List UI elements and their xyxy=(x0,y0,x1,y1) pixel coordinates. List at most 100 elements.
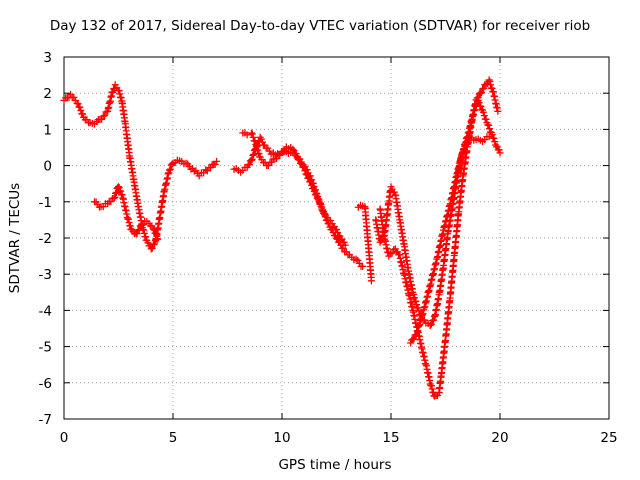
series-trace-f xyxy=(354,201,375,285)
data-point xyxy=(150,240,158,248)
y-tick-label: -6 xyxy=(39,376,52,392)
data-point xyxy=(168,160,176,168)
data-point xyxy=(166,165,174,173)
data-point xyxy=(307,178,315,186)
x-axis-label: GPS time / hours xyxy=(278,457,392,473)
data-point xyxy=(292,150,300,158)
y-tick-label: -2 xyxy=(39,231,52,247)
data-point xyxy=(281,147,289,155)
y-tick-label: -5 xyxy=(39,340,52,356)
data-point xyxy=(490,134,498,142)
data-point xyxy=(333,226,340,234)
data-point xyxy=(412,331,420,339)
data-point xyxy=(427,320,435,328)
data-point xyxy=(77,107,85,115)
data-point xyxy=(148,222,156,230)
y-tick-label: 1 xyxy=(43,122,52,138)
data-point xyxy=(480,84,488,92)
data-point xyxy=(268,158,276,166)
data-point xyxy=(117,187,125,195)
data-point xyxy=(485,133,493,141)
data-point xyxy=(115,183,122,191)
y-axis-label: SDTVAR / TECUs xyxy=(7,182,23,294)
data-point xyxy=(359,262,367,270)
data-point xyxy=(154,235,162,243)
data-point xyxy=(273,155,281,163)
data-point xyxy=(407,339,415,347)
data-point xyxy=(302,170,310,178)
x-tick-label: 20 xyxy=(491,430,508,446)
data-point xyxy=(76,103,84,111)
data-point xyxy=(251,137,259,145)
data-point xyxy=(479,108,487,116)
data-point xyxy=(491,138,499,146)
data-point xyxy=(300,163,308,171)
chart-title: Day 132 of 2017, Sidereal Day-to-day VTE… xyxy=(49,18,591,34)
data-point xyxy=(334,229,342,237)
data-point xyxy=(460,146,468,154)
data-point xyxy=(115,184,123,192)
data-point xyxy=(477,89,485,97)
y-tick-label: -7 xyxy=(39,412,52,428)
y-tick-label: 3 xyxy=(43,50,52,66)
data-point xyxy=(111,81,119,89)
data-point xyxy=(182,159,190,167)
data-point xyxy=(257,135,265,143)
series-trace-i xyxy=(407,132,493,347)
data-point xyxy=(415,322,423,330)
data-point xyxy=(116,90,124,98)
data-point xyxy=(133,230,141,238)
series-trace-g xyxy=(372,96,504,329)
data-point xyxy=(416,317,424,325)
data-point xyxy=(247,129,255,137)
data-point xyxy=(148,244,156,252)
data-point xyxy=(264,144,272,152)
data-point xyxy=(486,77,494,85)
data-point xyxy=(265,147,273,155)
data-point xyxy=(289,145,297,153)
data-point xyxy=(118,191,126,199)
data-point xyxy=(309,184,317,192)
data-point xyxy=(298,160,306,168)
data-point xyxy=(152,229,160,237)
data-point xyxy=(139,221,147,229)
data-point xyxy=(487,81,495,89)
data-point xyxy=(495,146,503,154)
data-point xyxy=(414,327,422,335)
data-point xyxy=(341,241,349,249)
data-point xyxy=(243,131,251,139)
data-point xyxy=(388,249,396,257)
series-trace-b xyxy=(91,183,162,243)
data-point xyxy=(464,137,472,145)
series-trace-e xyxy=(239,129,251,139)
data-point xyxy=(98,115,106,123)
data-point xyxy=(426,321,434,329)
data-point xyxy=(390,188,398,196)
data-point xyxy=(312,191,320,199)
data-point xyxy=(462,142,470,150)
data-point xyxy=(111,193,119,201)
data-point xyxy=(323,213,331,221)
data-point xyxy=(410,335,418,343)
data-point xyxy=(477,102,485,110)
x-tick-label: 25 xyxy=(600,430,617,446)
x-tick-label: 0 xyxy=(60,430,69,446)
data-point xyxy=(207,164,215,172)
data-point xyxy=(354,256,362,264)
data-point xyxy=(417,316,425,324)
data-point xyxy=(352,255,360,263)
data-point xyxy=(109,89,117,97)
data-point xyxy=(264,161,272,169)
data-point xyxy=(112,189,120,197)
data-point xyxy=(485,121,493,129)
data-point xyxy=(117,94,125,102)
data-point xyxy=(310,187,318,195)
y-tick-label: -1 xyxy=(39,195,52,211)
data-point xyxy=(101,112,109,120)
data-point xyxy=(418,311,426,319)
data-point xyxy=(203,167,211,175)
data-point xyxy=(115,87,123,95)
data-point xyxy=(295,156,303,164)
data-point xyxy=(211,160,219,168)
data-point xyxy=(415,307,423,315)
